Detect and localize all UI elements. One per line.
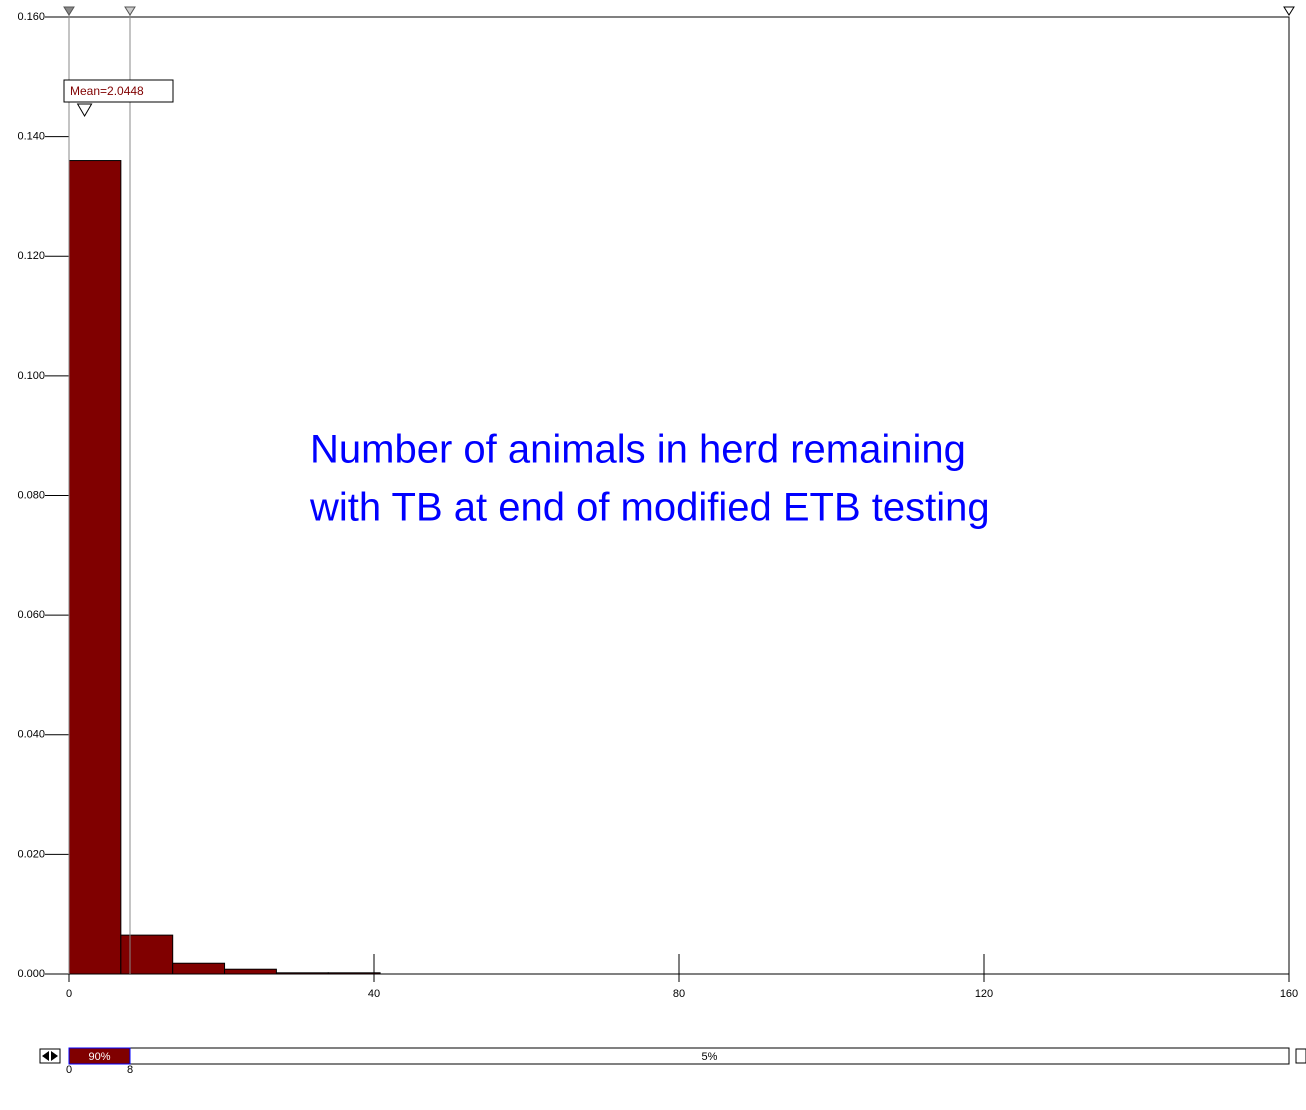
slider-middle bbox=[68, 1047, 131, 1065]
y-tick-label: 0.140 bbox=[17, 131, 45, 143]
y-tick-label: 0.100 bbox=[17, 370, 45, 382]
delimiter-handle bbox=[63, 6, 75, 16]
x-tick-label: 120 bbox=[975, 988, 993, 1000]
x-tick-label: 40 bbox=[368, 988, 380, 1000]
delimiter-handle bbox=[124, 6, 136, 16]
bar bbox=[120, 934, 174, 975]
delimiter-label: 8 bbox=[127, 1064, 133, 1076]
mean-marker bbox=[76, 103, 93, 117]
annotation-line: Number of animals in herd remaining bbox=[310, 428, 966, 472]
slider-track bbox=[68, 1047, 1290, 1065]
bar bbox=[172, 962, 226, 975]
slider-end[interactable] bbox=[1295, 1048, 1306, 1064]
x-tick-label: 160 bbox=[1280, 988, 1298, 1000]
y-tick-label: 0.020 bbox=[17, 848, 45, 860]
mean-label: Mean=2.0448 bbox=[70, 84, 144, 98]
delimiter-label: 0 bbox=[66, 1064, 72, 1076]
x-tick-label: 80 bbox=[673, 988, 685, 1000]
y-tick-label: 0.080 bbox=[17, 489, 45, 501]
y-tick-label: 0.120 bbox=[17, 250, 45, 262]
mean-label-box bbox=[63, 79, 174, 103]
bar bbox=[275, 972, 329, 975]
bar bbox=[327, 972, 381, 975]
slider-arrows[interactable] bbox=[39, 1048, 61, 1064]
end-handle bbox=[1283, 6, 1295, 16]
bar bbox=[68, 160, 122, 975]
y-tick-label: 0.000 bbox=[17, 968, 45, 980]
y-tick-label: 0.060 bbox=[17, 609, 45, 621]
annotation-line: with TB at end of modified ETB testing bbox=[309, 486, 990, 530]
plot-frame bbox=[69, 16, 1290, 974]
bar bbox=[224, 968, 277, 975]
slider-label: 5% bbox=[702, 1051, 718, 1063]
y-tick-label: 0.040 bbox=[17, 729, 45, 741]
slider-label: 90% bbox=[88, 1051, 110, 1063]
y-tick-label: 0.160 bbox=[17, 11, 45, 23]
x-tick-label: 0 bbox=[66, 988, 72, 1000]
